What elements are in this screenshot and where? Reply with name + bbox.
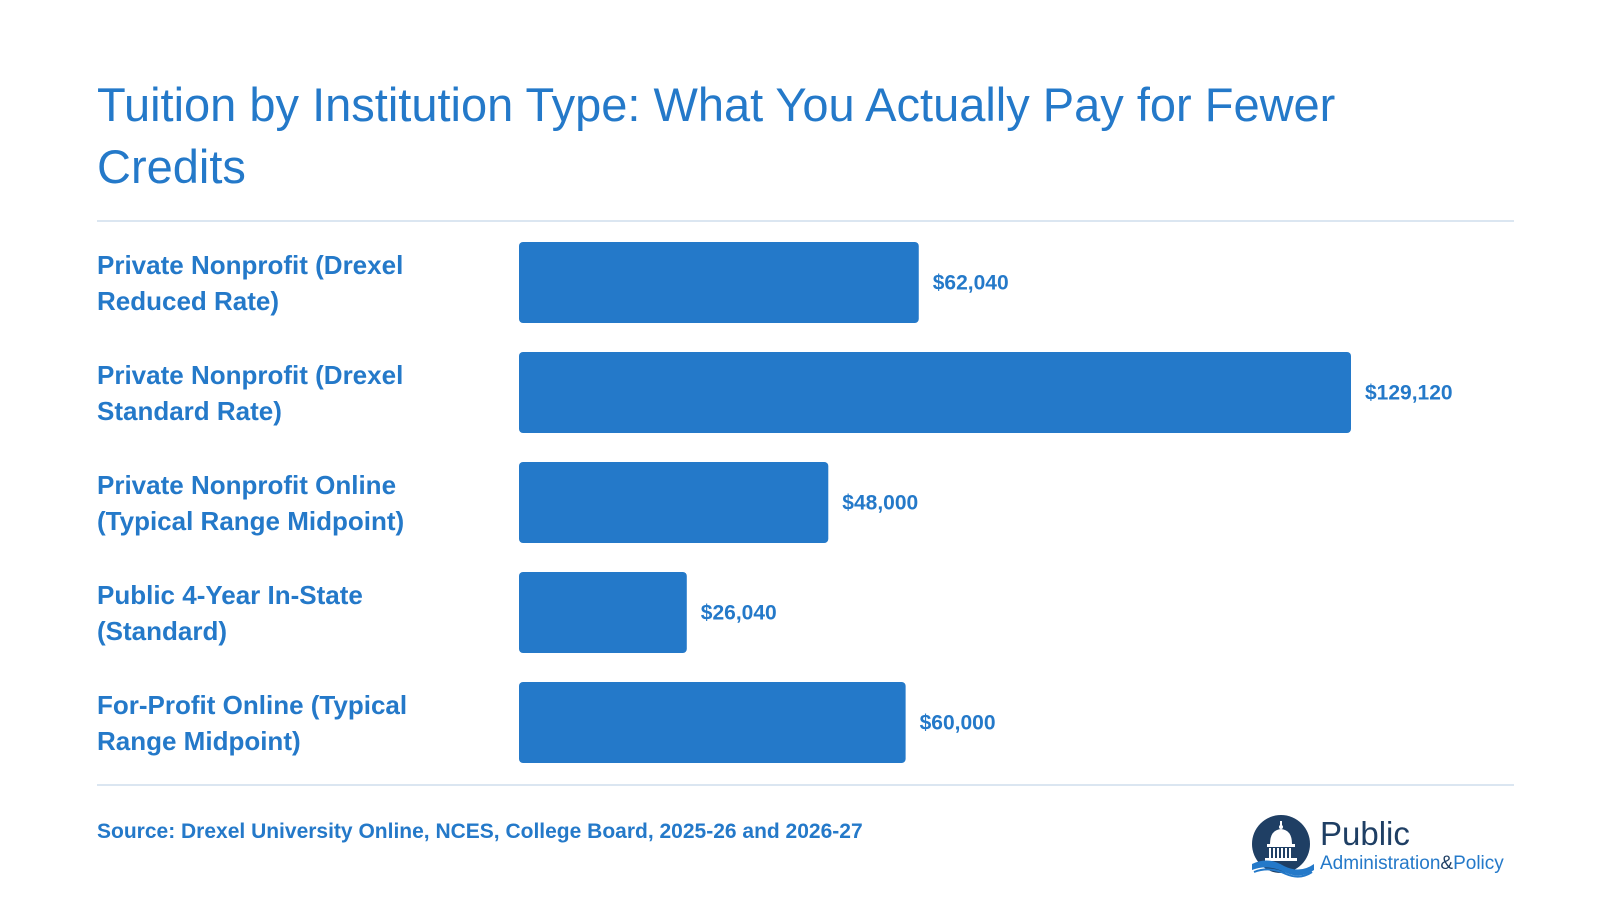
category-label-1: Private Nonprofit (Drexel Reduced Rate) [97,250,403,316]
category-label-line: Standard Rate) [97,396,282,426]
category-label-line: Range Midpoint) [97,726,301,756]
bar-1 [519,242,919,323]
publisher-logo: Public Administration&Policy [1250,814,1530,880]
category-label-line: Private Nonprofit (Drexel [97,360,403,390]
logo-word-administration: Administration [1320,853,1441,874]
bottom-divider [97,784,1514,786]
category-label-line: Private Nonprofit Online [97,470,396,500]
bar-2 [519,352,1351,433]
top-divider [97,220,1514,222]
chart-title: Tuition by Institution Type: What You Ac… [97,78,1336,193]
category-label-5: For-Profit Online (Typical Range Midpoint… [97,690,407,756]
value-label-3: $48,000 [842,492,918,515]
bar-3 [519,462,829,543]
category-label-3: Private Nonprofit Online (Typical Range M… [97,470,404,536]
value-label-1: $62,040 [933,272,1009,295]
logo-ampersand: & [1440,853,1454,874]
bar-5 [519,682,906,763]
category-label-line: For-Profit Online (Typical [97,690,407,720]
category-label-line: (Standard) [97,616,227,646]
logo-wordmark-primary: Public [1320,815,1410,852]
value-label-5: $60,000 [920,712,996,735]
value-label-2: $129,120 [1365,382,1453,405]
logo-word-policy: Policy [1453,853,1504,874]
capitol-dome-icon [1252,815,1314,878]
category-label-2: Private Nonprofit (Drexel Standard Rate) [97,360,403,426]
category-label-line: Private Nonprofit (Drexel [97,250,403,280]
logo-wordmark-secondary: Administration&Policy [1320,853,1504,875]
category-label-line: Public 4-Year In-State [97,580,363,610]
category-label-line: Reduced Rate) [97,286,279,316]
value-label-4: $26,040 [701,602,777,625]
bar-4 [519,572,687,653]
category-label-4: Public 4-Year In-State (Standard) [97,580,363,646]
source-note: Source: Drexel University Online, NCES, … [97,820,863,843]
category-label-line: (Typical Range Midpoint) [97,506,404,536]
